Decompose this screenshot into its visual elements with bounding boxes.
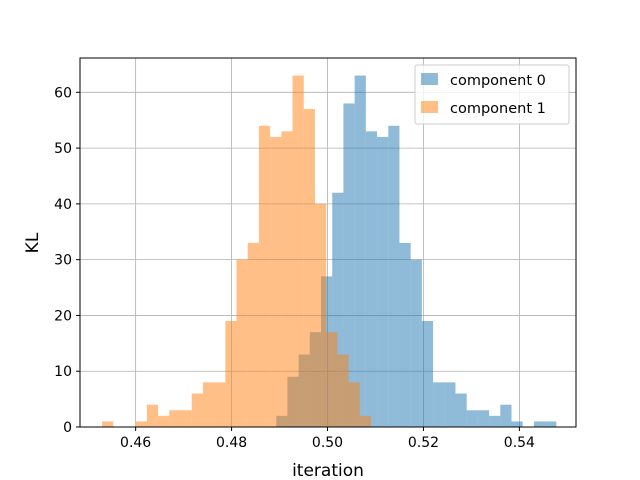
bar-component-0-bin-14 xyxy=(433,382,445,427)
bar-component-1-bin-22 xyxy=(348,382,360,427)
x-tick-label-4: 0.54 xyxy=(504,435,535,451)
bar-component-1-bin-12 xyxy=(236,259,248,427)
bar-component-1-bin-9 xyxy=(202,382,215,427)
y-tick-label-3: 30 xyxy=(54,253,72,269)
x-axis-label: iteration xyxy=(292,461,364,480)
bar-component-0-bin-8 xyxy=(365,131,378,427)
bar-component-0-bin-6 xyxy=(343,103,355,427)
axis-ticks: 0.46 0.48 0.50 0.52 0.54 0 10 20 30 40 50 60 xyxy=(54,85,535,451)
bar-component-1-bin-7 xyxy=(180,410,192,427)
x-tick-label-3: 0.52 xyxy=(408,435,439,451)
y-tick-label-2: 20 xyxy=(54,308,72,324)
histogram-bars xyxy=(102,75,557,428)
legend: component 0 component 1 xyxy=(414,64,570,125)
bar-component-0-bin-9 xyxy=(377,136,389,427)
bar-component-1-bin-18 xyxy=(303,109,315,427)
bar-component-1-bin-6 xyxy=(169,410,181,427)
bar-component-0-bin-13 xyxy=(421,321,434,427)
bar-component-0-bin-17 xyxy=(466,410,478,427)
bar-component-1-bin-14 xyxy=(258,125,271,427)
bar-component-0-bin-19 xyxy=(489,415,501,427)
x-tick-label-2: 0.50 xyxy=(312,435,343,451)
y-tick-label-1: 10 xyxy=(54,364,72,380)
bar-component-0-bin-11 xyxy=(399,242,411,427)
bar-component-0-bin-20 xyxy=(500,404,512,427)
bar-component-1-bin-11 xyxy=(225,321,237,427)
bar-component-1-bin-15 xyxy=(270,136,282,427)
bar-component-0-bin-7 xyxy=(354,75,366,428)
bar-component-1-bin-17 xyxy=(292,75,304,428)
bar-component-1-bin-10 xyxy=(214,382,226,427)
bar-component-1-bin-19 xyxy=(314,203,327,427)
legend-label-component-1: component 1 xyxy=(450,101,546,117)
legend-label-component-0: component 0 xyxy=(450,73,546,89)
legend-box xyxy=(414,64,570,125)
y-tick-label-4: 40 xyxy=(54,197,72,213)
bar-component-0-bin-18 xyxy=(477,410,490,427)
series-component-1 xyxy=(102,75,371,428)
y-tick-label-0: 0 xyxy=(63,420,72,436)
bar-component-0-bin-16 xyxy=(455,393,467,427)
bar-component-1-bin-8 xyxy=(191,393,203,427)
bar-component-1-bin-5 xyxy=(158,415,170,427)
bar-component-0-bin-23 xyxy=(533,421,546,427)
bar-component-0-bin-10 xyxy=(388,125,400,427)
legend-swatch-component-1 xyxy=(421,101,438,113)
x-tick-label-0: 0.46 xyxy=(120,435,151,451)
bar-component-0-bin-15 xyxy=(444,382,456,427)
y-tick-label-5: 50 xyxy=(54,141,72,157)
bar-component-0-bin-5 xyxy=(332,192,344,427)
x-tick-label-1: 0.48 xyxy=(216,435,247,451)
bar-component-1-bin-3 xyxy=(135,421,147,427)
bar-component-0-bin-12 xyxy=(410,259,422,427)
bar-component-0-bin-24 xyxy=(545,421,557,427)
y-tick-label-6: 60 xyxy=(54,85,72,101)
bar-component-1-bin-13 xyxy=(247,242,259,427)
legend-swatch-component-0 xyxy=(421,73,438,85)
bar-component-1-bin-0 xyxy=(102,421,114,427)
bar-component-1-bin-21 xyxy=(337,354,349,427)
y-axis-label: KL xyxy=(23,232,43,253)
bar-component-1-bin-23 xyxy=(359,415,371,427)
bar-component-1-bin-4 xyxy=(146,404,159,427)
bar-component-1-bin-16 xyxy=(281,131,293,427)
bar-component-1-bin-20 xyxy=(326,332,338,427)
bar-component-0-bin-21 xyxy=(511,421,523,427)
